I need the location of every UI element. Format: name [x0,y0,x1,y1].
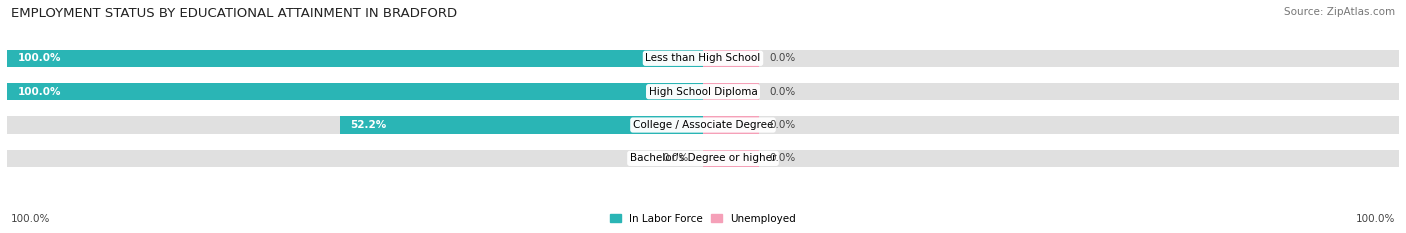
Bar [7,116,1399,134]
Bar [703,116,759,134]
Text: 100.0%: 100.0% [17,53,60,63]
Text: College / Associate Degree: College / Associate Degree [633,120,773,130]
Text: 0.0%: 0.0% [769,153,796,163]
Bar [703,83,759,100]
Bar [7,83,703,100]
Bar [7,50,1399,67]
Legend: In Labor Force, Unemployed: In Labor Force, Unemployed [606,209,800,228]
Text: 0.0%: 0.0% [769,87,796,97]
Bar [7,150,1399,167]
Text: 0.0%: 0.0% [769,120,796,130]
Text: 52.2%: 52.2% [350,120,387,130]
Bar [703,50,759,67]
Text: Less than High School: Less than High School [645,53,761,63]
Text: 0.0%: 0.0% [662,153,689,163]
Text: 100.0%: 100.0% [11,214,51,224]
Bar [340,116,703,134]
Text: Bachelor's Degree or higher: Bachelor's Degree or higher [630,153,776,163]
Text: 0.0%: 0.0% [769,53,796,63]
Text: High School Diploma: High School Diploma [648,87,758,97]
Text: Source: ZipAtlas.com: Source: ZipAtlas.com [1284,7,1395,17]
Bar [7,83,1399,100]
Bar [7,50,703,67]
Bar [703,150,759,167]
Text: EMPLOYMENT STATUS BY EDUCATIONAL ATTAINMENT IN BRADFORD: EMPLOYMENT STATUS BY EDUCATIONAL ATTAINM… [11,7,457,20]
Text: 100.0%: 100.0% [17,87,60,97]
Text: 100.0%: 100.0% [1355,214,1395,224]
